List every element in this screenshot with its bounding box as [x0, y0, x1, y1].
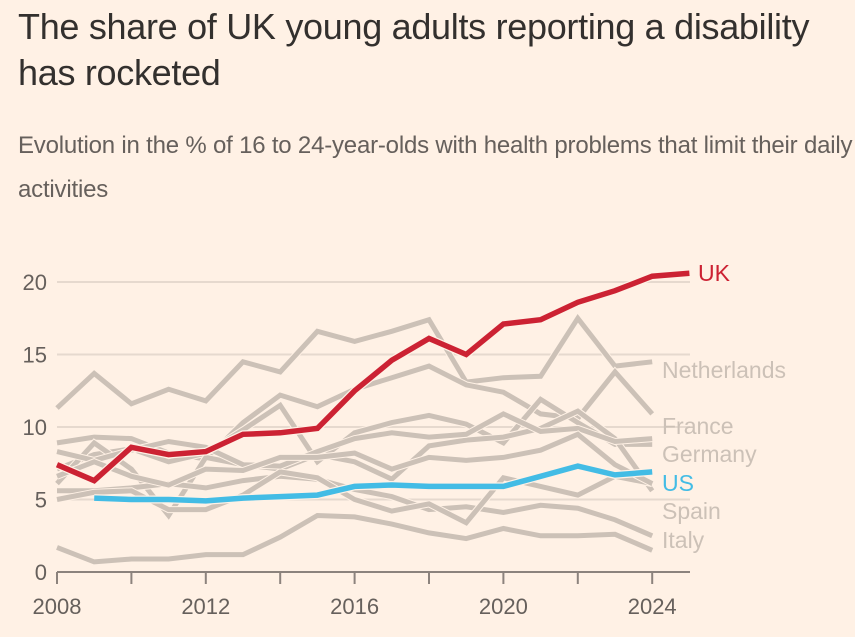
y-tick-label: 20	[23, 270, 47, 295]
series-line-italy	[56, 512, 654, 565]
series-label-us: US	[662, 470, 694, 496]
y-tick-label: 10	[23, 415, 47, 440]
series-label-netherlands: Netherlands	[662, 357, 786, 383]
x-axis: 2008 2012 2016 2020 2024	[33, 571, 690, 619]
x-tick-label: 2024	[628, 594, 677, 619]
series-line-other-3	[56, 411, 653, 469]
series-line-us	[94, 463, 653, 504]
series-line-germany	[56, 396, 653, 472]
x-tick-label: 2020	[479, 594, 528, 619]
series-line-netherlands	[55, 313, 653, 410]
x-tick-label: 2016	[330, 594, 379, 619]
highlight-series-lines	[55, 269, 690, 505]
y-tick-label: 5	[35, 488, 47, 513]
y-axis-tick-labels: 0 5 10 15 20	[23, 270, 47, 585]
series-label-uk: UK	[698, 260, 731, 286]
chart-subtitle: Evolution in the % of 16 to 24-year-olds…	[18, 132, 853, 203]
series-line-other-4	[56, 431, 654, 488]
chart-title: The share of UK young adults reporting a…	[18, 6, 810, 93]
series-halo-italy	[55, 511, 654, 566]
series-label-spain: Spain	[662, 498, 721, 524]
y-tick-label: 0	[35, 560, 47, 585]
x-tick-label: 2008	[33, 594, 82, 619]
series-label-germany: Germany	[662, 441, 757, 467]
series-label-france: France	[662, 413, 734, 439]
series-line-uk	[55, 270, 690, 484]
series-label-italy: Italy	[662, 527, 705, 553]
y-tick-label: 15	[23, 343, 47, 368]
x-tick-label: 2012	[181, 594, 230, 619]
